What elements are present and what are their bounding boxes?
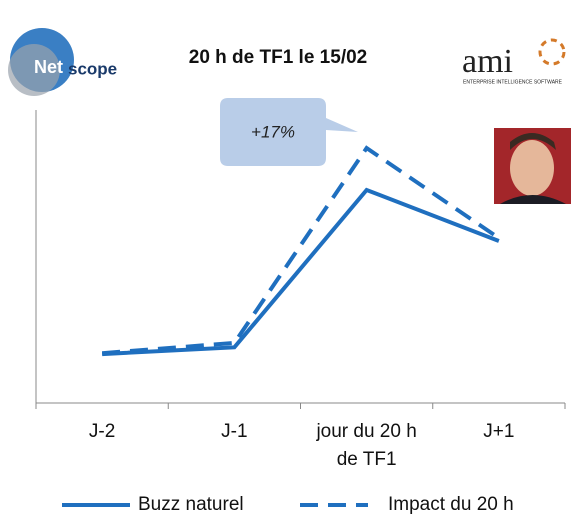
x-tick-label: J-2 — [42, 418, 162, 446]
chart-title: 20 h de TF1 le 15/02 — [189, 47, 367, 68]
page: Net scope 20 h de TF1 le 15/02 ami ENTER… — [0, 0, 571, 517]
x-tick-label: J+1 — [439, 418, 559, 446]
logo-tagline: ENTERPRISE INTELLIGENCE SOFTWARE — [463, 79, 563, 85]
logo-text: Net — [34, 57, 63, 77]
callout: +17% — [220, 98, 358, 166]
logo-text: ami — [462, 43, 513, 80]
netscope-logo: Net scope — [8, 28, 117, 96]
series-line — [102, 190, 499, 354]
annotation: +17% — [251, 122, 295, 141]
x-tick-label: J-1 — [174, 418, 294, 446]
legend-label: Buzz naturel — [138, 494, 244, 515]
logo-text: scope — [68, 59, 117, 78]
photo-face — [510, 140, 554, 196]
legend-label: Impact du 20 h — [388, 494, 514, 515]
logo-mark — [540, 40, 564, 64]
ami-logo: ami ENTERPRISE INTELLIGENCE SOFTWARE — [462, 40, 564, 85]
series-line — [102, 148, 499, 353]
photo — [494, 128, 571, 204]
x-tick-label: jour du 20 h de TF1 — [307, 418, 427, 474]
